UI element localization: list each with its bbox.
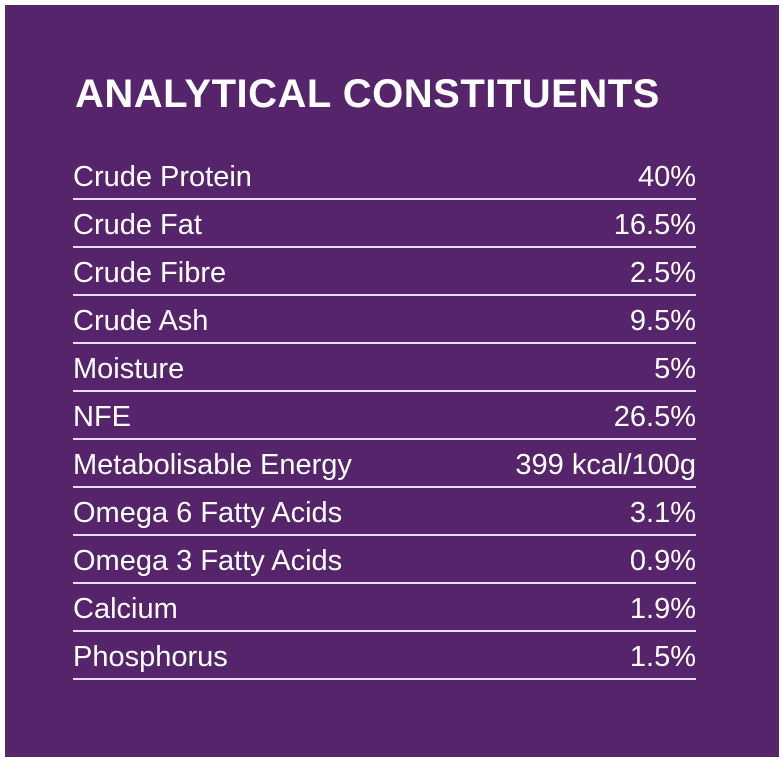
constituent-label: Omega 3 Fatty Acids [73,545,343,577]
constituent-label: Crude Fat [73,209,202,241]
constituent-value: 3.1% [629,497,696,529]
constituent-label: Crude Ash [73,305,209,337]
constituent-label: NFE [73,401,131,433]
constituent-label: Crude Protein [73,161,252,193]
table-row: Crude Protein 40% [73,152,696,200]
table-row: NFE 26.5% [73,392,696,440]
constituent-value: 16.5% [613,209,696,241]
constituent-value: 1.5% [629,641,696,673]
constituent-value: 5% [654,353,696,385]
constituent-label: Moisture [73,353,185,385]
constituent-value: 40% [637,161,696,193]
constituent-value: 399 kcal/100g [515,449,696,481]
constituent-value: 0.9% [629,545,696,577]
constituent-label: Phosphorus [73,641,228,673]
table-row: Crude Fat 16.5% [73,200,696,248]
constituent-label: Calcium [73,593,178,625]
constituent-value: 2.5% [629,257,696,289]
constituent-label: Metabolisable Energy [73,449,352,481]
constituent-value: 1.9% [629,593,696,625]
section-title: ANALYTICAL CONSTITUENTS [75,72,660,116]
table-row: Crude Ash 9.5% [73,296,696,344]
table-row: Calcium 1.9% [73,584,696,632]
table-row: Moisture 5% [73,344,696,392]
constituents-table: Crude Protein 40% Crude Fat 16.5% Crude … [73,152,696,680]
constituent-value: 9.5% [629,305,696,337]
table-row: Metabolisable Energy 399 kcal/100g [73,440,696,488]
table-row: Phosphorus 1.5% [73,632,696,680]
table-row: Omega 6 Fatty Acids 3.1% [73,488,696,536]
constituent-label: Crude Fibre [73,257,227,289]
table-row: Crude Fibre 2.5% [73,248,696,296]
table-row: Omega 3 Fatty Acids 0.9% [73,536,696,584]
constituent-value: 26.5% [613,401,696,433]
constituent-label: Omega 6 Fatty Acids [73,497,343,529]
